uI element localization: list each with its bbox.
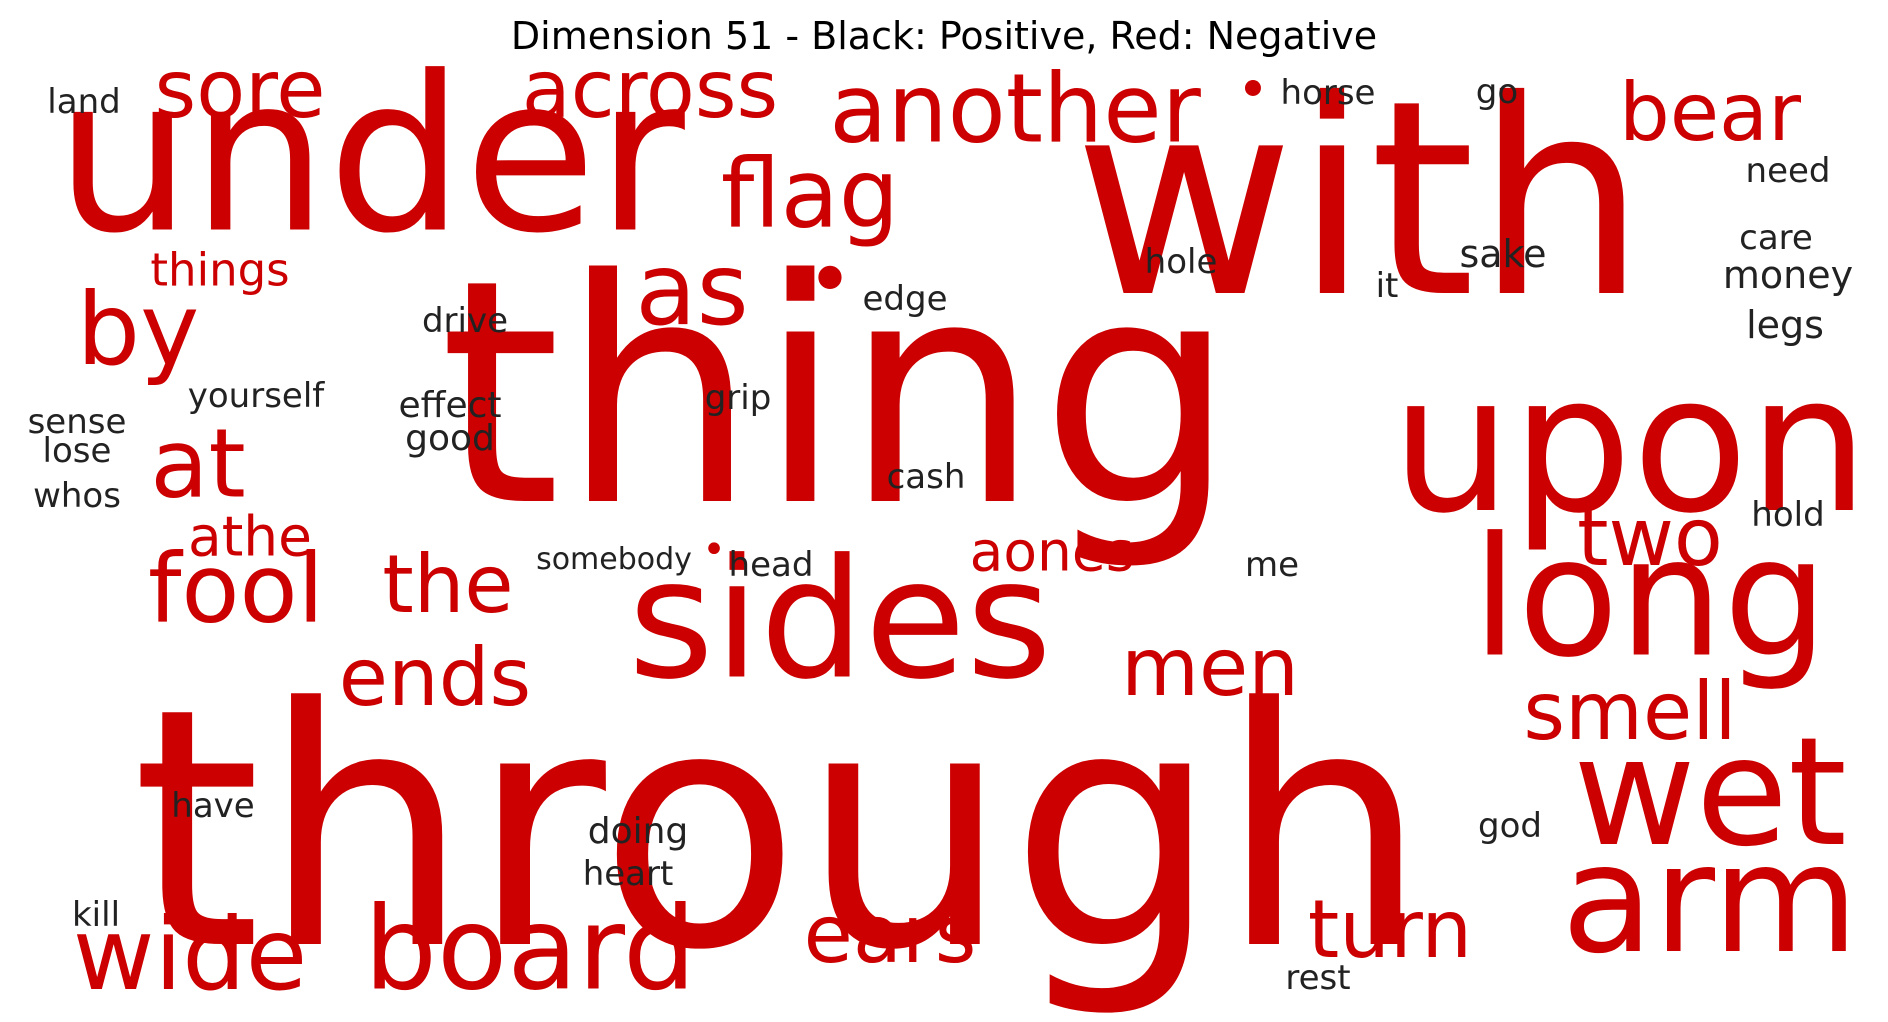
word-hold: hold <box>1751 495 1825 535</box>
word-land: land <box>47 82 121 122</box>
word-doing: doing <box>587 811 689 852</box>
word-legs: legs <box>1746 303 1824 347</box>
word-long: long <box>1471 501 1829 694</box>
word-head: head <box>728 545 814 585</box>
cloud-dot: • <box>1236 57 1270 122</box>
word-good: good <box>405 418 495 459</box>
figure-title: Dimension 51 - Black: Positive, Red: Neg… <box>510 14 1378 58</box>
word-grip: grip <box>704 378 772 418</box>
word-fool: fool <box>147 534 325 645</box>
word-sake: sake <box>1459 232 1547 276</box>
word-under: under <box>55 29 685 281</box>
word-sore: sore <box>154 43 326 136</box>
word-turn: turn <box>1307 883 1473 976</box>
word-money: money <box>1722 253 1854 297</box>
word-athe: athe <box>188 504 312 569</box>
word-rest: rest <box>1285 958 1351 998</box>
word-another: another <box>829 54 1201 165</box>
word-men: men <box>1121 621 1299 714</box>
word-ears: ears <box>803 888 977 981</box>
word-across: across <box>521 43 779 136</box>
word-me: me <box>1244 545 1300 585</box>
word-sides: sides <box>627 523 1053 716</box>
word-as: as <box>635 231 749 348</box>
word-kill: kill <box>71 895 121 935</box>
word-sense: sense <box>27 402 127 442</box>
word-whos: whos <box>33 476 121 516</box>
word-smell: smell <box>1523 665 1737 758</box>
word-with: with <box>1073 42 1647 357</box>
word-horse: horse <box>1280 73 1376 113</box>
word-effect: effect <box>398 385 502 426</box>
word-wide: wide <box>72 896 308 1013</box>
word-flag: flag <box>720 139 900 250</box>
cloud-dot: • <box>806 233 854 326</box>
word-somebody: somebody <box>536 542 692 577</box>
word-the: the <box>382 538 514 631</box>
word-wet: wet <box>1573 706 1847 880</box>
word-by: by <box>76 271 200 388</box>
word-at: at <box>150 409 246 520</box>
word-bear: bear <box>1619 66 1801 159</box>
word-two: two <box>1577 491 1723 584</box>
word-aones: aones <box>969 519 1135 584</box>
word-edge: edge <box>862 279 948 319</box>
word-upon: upon <box>1391 334 1869 555</box>
word-ends: ends <box>338 631 532 724</box>
word-have: have <box>171 786 255 826</box>
word-drive: drive <box>421 301 509 341</box>
word-yourself: yourself <box>187 376 325 416</box>
word-go: go <box>1475 72 1519 112</box>
word-cash: cash <box>886 457 966 497</box>
word-care: care <box>1739 218 1813 258</box>
word-it: it <box>1375 266 1399 306</box>
word-lose: lose <box>42 431 112 471</box>
word-board: board <box>363 882 697 1017</box>
word-hole: hole <box>1144 242 1218 282</box>
word-need: need <box>1745 151 1831 191</box>
word-things: things <box>150 243 290 297</box>
word-god: god <box>1478 806 1542 846</box>
cloud-dot: • <box>702 527 726 573</box>
word-thing: thing <box>439 214 1237 575</box>
word-arm: arm <box>1561 813 1859 987</box>
word-heart: heart <box>582 854 674 894</box>
word-through: through <box>131 638 1429 1022</box>
